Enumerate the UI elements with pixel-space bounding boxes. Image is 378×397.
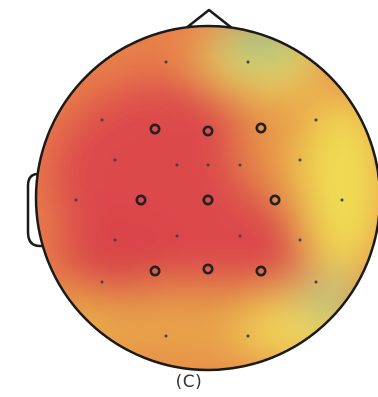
head-outline — [34, 24, 378, 372]
figure-caption: (C) — [175, 372, 203, 392]
left-ear-outline — [26, 172, 44, 248]
ring-electrode-markers — [135, 122, 281, 277]
small-electrode-dots — [74, 60, 344, 338]
